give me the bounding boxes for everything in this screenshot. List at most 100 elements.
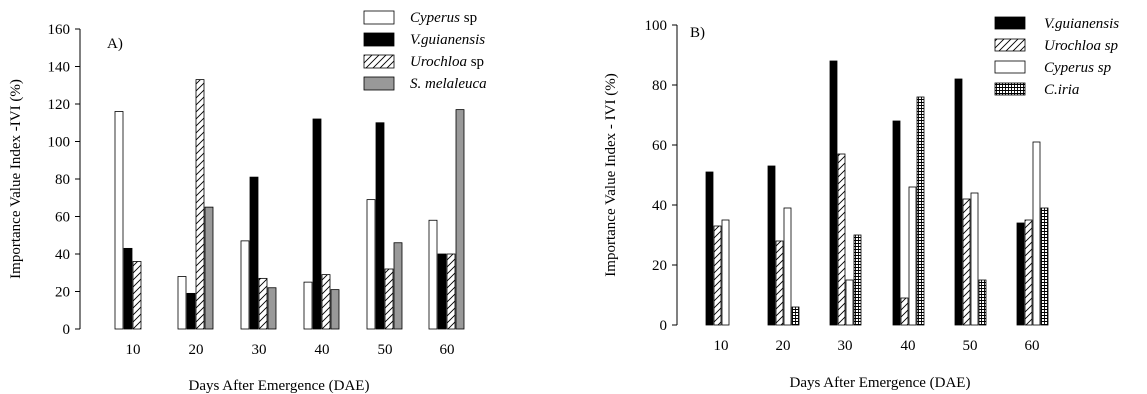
chart-panel-b: 0 20 40 60 80 100 10 20 30 40 50 60 B) Days After E… [603, 16, 1119, 391]
y-tick-label: 140 [48, 60, 71, 76]
y-tick-label: 40 [55, 247, 70, 263]
bar-series-0-cat-4 [954, 78, 963, 326]
bar-series-2-cat-4 [970, 192, 979, 326]
bar-series-0-cat-3 [892, 120, 901, 326]
bar-series-1-cat-0 [713, 225, 722, 326]
legend-label: Cyperus sp [410, 10, 477, 26]
y-tick-label: 0 [63, 322, 71, 338]
bar-series-2-cat-2 [845, 279, 854, 326]
legend-swatch [994, 16, 1026, 30]
bar-series-0-cat-0 [705, 171, 714, 326]
x-tick-label: 20 [776, 338, 791, 354]
bar-series-0-cat-1 [177, 276, 187, 330]
panel-b-x-axis-title: Days After Emergence (DAE) [790, 375, 971, 391]
x-tick-label: 40 [901, 338, 916, 354]
bar-series-2-cat-0 [132, 261, 142, 330]
y-tick-label: 20 [55, 285, 70, 301]
bar-series-3-cat-3 [916, 96, 925, 326]
bar-series-2-cat-1 [195, 79, 205, 330]
bar-series-1-cat-0 [123, 247, 133, 330]
y-tick-label: 80 [55, 172, 70, 188]
bar-series-0-cat-0 [114, 111, 124, 330]
bar-series-1-cat-3 [900, 297, 909, 326]
bar-series-1-cat-2 [837, 153, 846, 326]
bar-series-3-cat-2 [853, 234, 862, 326]
panel-b-legend: V.guianensis Urochloa sp Cyperus sp C.iria [994, 16, 1119, 98]
bar-series-1-cat-2 [249, 176, 259, 330]
y-tick-label: 0 [660, 318, 668, 334]
bar-series-2-cat-1 [783, 207, 792, 326]
x-tick-label: 30 [838, 338, 853, 354]
panel-b-bars [705, 60, 1049, 326]
bar-series-1-cat-4 [375, 122, 385, 330]
panel-a-y-axis-title: Importance Value Index -IVI (%) [8, 79, 24, 279]
legend-label: V.guianensis [410, 32, 485, 48]
legend-swatch [363, 76, 395, 91]
legend-swatch [363, 54, 395, 69]
bar-series-0-cat-2 [240, 240, 250, 330]
y-tick-label: 20 [652, 258, 667, 274]
legend-label: Cyperus sp [1044, 60, 1112, 76]
legend-label: S. melaleuca [410, 76, 487, 92]
bar-series-3-cat-5 [455, 109, 465, 330]
bar-series-3-cat-2 [267, 287, 277, 330]
bar-series-2-cat-0 [721, 219, 730, 326]
legend-swatch [994, 60, 1026, 74]
bar-series-2-cat-4 [384, 268, 394, 330]
bar-series-3-cat-5 [1040, 207, 1049, 326]
bar-series-0-cat-2 [829, 60, 838, 326]
y-tick-label: 100 [645, 18, 668, 34]
legend-swatch [363, 32, 395, 47]
legend-label: V.guianensis [1044, 16, 1119, 32]
bar-series-3-cat-3 [330, 289, 340, 330]
x-tick-label: 60 [440, 342, 455, 358]
y-tick-label: 60 [55, 210, 70, 226]
legend-label: Urochloa sp [1044, 38, 1119, 54]
legend-label: Urochloa sp [410, 54, 484, 70]
bar-series-3-cat-1 [204, 206, 214, 330]
panel-b-y-axis-title: Importance Value Index - IVI (%) [603, 73, 619, 276]
x-tick-label: 10 [126, 342, 141, 358]
panel-b-ticks: 0 20 40 60 80 100 10 20 30 40 50 60 [645, 18, 1040, 354]
bar-series-3-cat-4 [393, 242, 403, 330]
panel-a-legend: Cyperus sp V.guianensis Urochloa sp S. mela… [363, 10, 487, 92]
legend-swatch [994, 82, 1026, 96]
y-tick-label: 120 [48, 97, 71, 113]
bar-series-2-cat-2 [258, 277, 268, 330]
bar-series-1-cat-3 [312, 118, 322, 330]
x-tick-label: 20 [189, 342, 204, 358]
legend-swatch [363, 10, 395, 25]
bar-series-3-cat-4 [978, 279, 987, 326]
bar-series-0-cat-5 [428, 219, 438, 330]
x-tick-label: 40 [315, 342, 330, 358]
legend-swatch [994, 38, 1026, 52]
bar-series-2-cat-3 [908, 186, 917, 326]
panel-b-label: B) [690, 25, 705, 41]
bar-series-2-cat-3 [321, 274, 331, 330]
bar-series-2-cat-5 [1032, 141, 1041, 326]
bar-series-0-cat-4 [366, 199, 376, 330]
x-tick-label: 50 [378, 342, 393, 358]
bar-series-1-cat-1 [775, 240, 784, 326]
y-tick-label: 160 [48, 22, 71, 38]
bar-series-1-cat-4 [962, 198, 971, 326]
y-tick-label: 100 [48, 135, 71, 151]
x-tick-label: 50 [963, 338, 978, 354]
panel-a-label: A) [107, 36, 123, 52]
x-tick-label: 10 [714, 338, 729, 354]
y-tick-label: 60 [652, 138, 667, 154]
y-tick-label: 80 [652, 78, 667, 94]
bar-series-0-cat-3 [303, 281, 313, 330]
panel-a-ticks: 0 20 40 60 80 100 120 140 160 10 20 30 40 50 60 [48, 22, 455, 358]
y-tick-label: 40 [652, 198, 667, 214]
bar-series-3-cat-1 [791, 306, 800, 326]
legend-label: C.iria [1044, 82, 1079, 98]
bar-series-1-cat-1 [186, 292, 196, 330]
panel-a-x-axis-title: Days After Emergence (DAE) [189, 378, 370, 394]
x-tick-label: 30 [252, 342, 267, 358]
chart-panel-a: 0 20 40 60 80 100 120 140 160 10 20 30 40 50 60 A) Day… [8, 10, 487, 394]
panel-a-bars [114, 79, 465, 330]
bar-series-0-cat-5 [1016, 222, 1025, 326]
bar-series-2-cat-5 [446, 253, 456, 330]
